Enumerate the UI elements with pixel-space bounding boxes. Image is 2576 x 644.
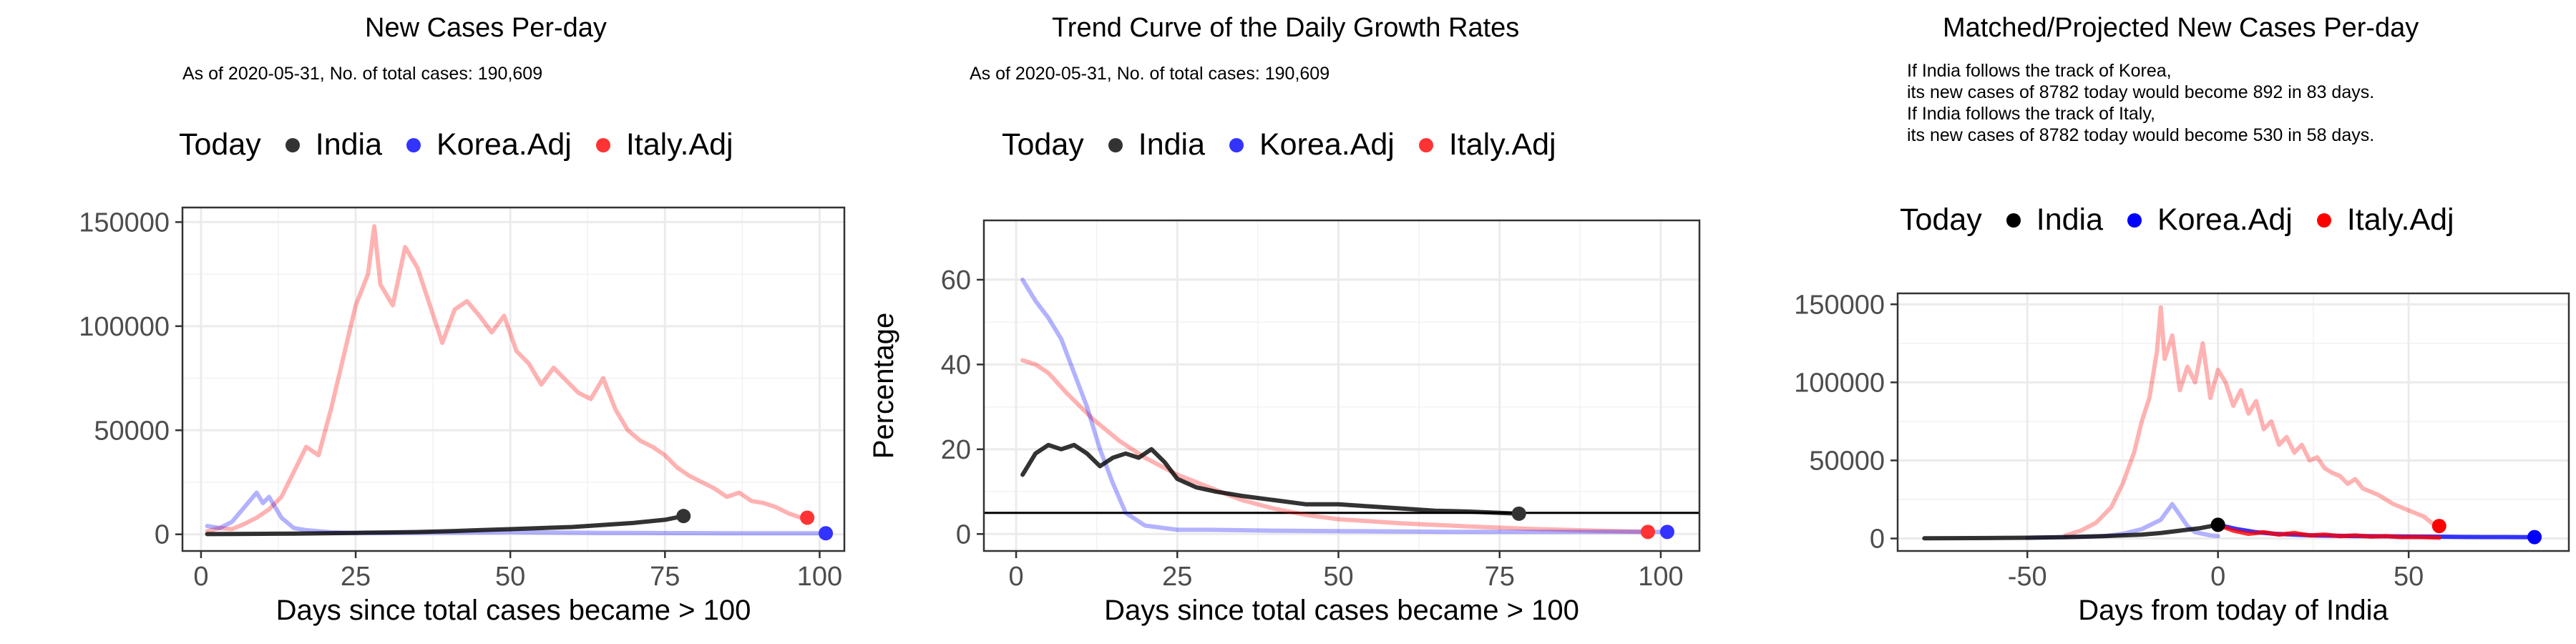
legend-dot-italy [1418, 137, 1433, 152]
plot-frame [181, 206, 846, 552]
legend-dot-italy [595, 137, 610, 152]
legend-dot-italy [2316, 213, 2331, 228]
legend-item-india: India [2006, 203, 2103, 238]
plot-frame [982, 219, 1701, 552]
y-tick-label: 20 [941, 435, 971, 465]
legend-label-india: India [2036, 203, 2103, 237]
x-tick-label: 0 [193, 562, 208, 592]
chart-subtitle: As of 2020-05-31, No. of total cases: 19… [182, 64, 543, 84]
y-tick-label: 0 [155, 520, 170, 550]
today-point-italy-adj [2431, 519, 2446, 534]
plot-frame [1896, 292, 2570, 552]
chart-title: New Cases Per-day [365, 13, 607, 43]
today-point-korea-adj [1659, 525, 1674, 540]
legend-dot-korea [2127, 213, 2142, 228]
note-line: If India follows the track of Italy, [1907, 104, 2155, 124]
legend-item-korea: Korea.Adj [406, 127, 572, 162]
legend-label-italy: Italy.Adj [625, 127, 733, 162]
x-axis-label: Days from today of India [2078, 595, 2389, 626]
chart-new-cases: 0 25 50 75 100 0 50000 100000 150000 Days since t… [79, 206, 846, 626]
today-point-italy-adj [800, 510, 815, 525]
today-point-korea-adj [2527, 530, 2542, 545]
legend-item-korea: Korea.Adj [2127, 203, 2293, 238]
x-tick-label: 0 [1008, 562, 1023, 592]
today-point-italy-adj [1640, 525, 1655, 540]
y-tick-label: 50000 [1809, 446, 1885, 476]
legend: Today India Korea.Adj Italy.Adj [179, 127, 758, 162]
legend-label-korea: Korea.Adj [436, 127, 572, 162]
x-tick-label: 25 [1162, 562, 1192, 592]
panel-new-cases: New Cases Per-day As of 2020-05-31, No. … [0, 0, 859, 644]
y-tick-label: 40 [941, 350, 971, 380]
panel-growth-rates: Trend Curve of the Daily Growth Rates As… [859, 0, 1717, 644]
x-axis-label: Days since total cases became > 100 [276, 595, 751, 626]
y-tick-label: 150000 [1794, 290, 1885, 320]
chart-subtitle: As of 2020-05-31, No. of total cases: 19… [970, 64, 1330, 84]
series-line-india [1922, 522, 2220, 541]
x-tick-label: 50 [495, 562, 525, 592]
legend: Today India Korea.Adj Italy.Adj [1002, 127, 1581, 162]
note-line: its new cases of 8782 today would become… [1907, 82, 2375, 102]
series-line-italy-adj-projected [2215, 522, 2441, 540]
chart-title: Matched/Projected New Cases Per-day [1943, 13, 2419, 43]
y-tick-label: 100000 [79, 312, 170, 342]
series-line-korea-adj [1020, 277, 1669, 535]
x-tick-label: 25 [341, 562, 371, 592]
today-point-india [676, 509, 691, 524]
chart-title: Trend Curve of the Daily Growth Rates [1052, 13, 1520, 43]
y-tick-label: 100000 [1794, 368, 1885, 398]
y-tick-label: 150000 [79, 208, 170, 238]
x-axis-label: Days since total cases became > 100 [1104, 595, 1579, 626]
legend-label-india: India [315, 127, 382, 162]
today-point-india [2210, 517, 2225, 532]
x-tick-label: 100 [797, 562, 842, 592]
series-line-india [205, 514, 686, 537]
chart-projected: -50 0 50 0 50000 100000 150000 Days from today … [1794, 290, 2570, 626]
legend-title: Today [179, 127, 261, 162]
y-tick-label: 50000 [94, 416, 170, 446]
today-point-india [1511, 506, 1526, 521]
chart-note: If India follows the track of Korea, its… [1907, 60, 2374, 146]
legend-label-korea: Korea.Adj [2157, 203, 2293, 237]
today-point-korea-adj [819, 526, 834, 541]
legend-item-italy: Italy.Adj [1418, 127, 1556, 162]
legend-item-india: India [1108, 127, 1205, 162]
legend: Today India Korea.Adj Italy.Adj [1900, 203, 2479, 238]
x-tick-label: 50 [2394, 562, 2424, 592]
legend-dot-korea [406, 137, 421, 152]
x-tick-label: 0 [2210, 562, 2225, 592]
x-tick-label: 75 [650, 562, 680, 592]
legend-label-italy: Italy.Adj [1448, 127, 1556, 162]
x-tick-label: 75 [1485, 562, 1515, 592]
note-line: its new cases of 8782 today would become… [1907, 125, 2375, 145]
y-tick-label: 60 [941, 265, 971, 296]
note-line: If India follows the track of Korea, [1907, 61, 2172, 81]
legend-label-italy: Italy.Adj [2346, 203, 2454, 237]
legend-item-korea: Korea.Adj [1229, 127, 1395, 162]
panel-projected: Matched/Projected New Cases Per-day If I… [1717, 0, 2576, 644]
legend-item-italy: Italy.Adj [2316, 203, 2454, 238]
legend-dot-india [285, 137, 300, 152]
y-axis-label: Percentage [868, 313, 899, 459]
legend-dot-korea [1229, 137, 1244, 152]
legend-item-india: India [285, 127, 382, 162]
x-tick-label: -50 [2008, 562, 2047, 592]
legend-label-korea: Korea.Adj [1259, 127, 1395, 162]
legend-title: Today [1002, 127, 1084, 162]
chart-growth-rates: 0 25 50 75 100 0 20 40 60 Days since total cases … [868, 219, 1701, 626]
series-line-italy-adj [205, 224, 804, 534]
y-tick-label: 0 [956, 519, 971, 550]
x-tick-label: 50 [1323, 562, 1353, 592]
series-line-india [1020, 442, 1521, 516]
series-line-italy-adj [2063, 305, 2441, 538]
legend-item-italy: Italy.Adj [595, 127, 733, 162]
legend-dot-india [2006, 213, 2021, 228]
x-tick-label: 100 [1638, 562, 1683, 592]
legend-label-india: India [1138, 127, 1205, 162]
legend-title: Today [1900, 203, 1982, 237]
series-line-italy-adj [1020, 358, 1650, 535]
legend-dot-india [1108, 137, 1123, 152]
y-tick-label: 0 [1870, 525, 1885, 555]
